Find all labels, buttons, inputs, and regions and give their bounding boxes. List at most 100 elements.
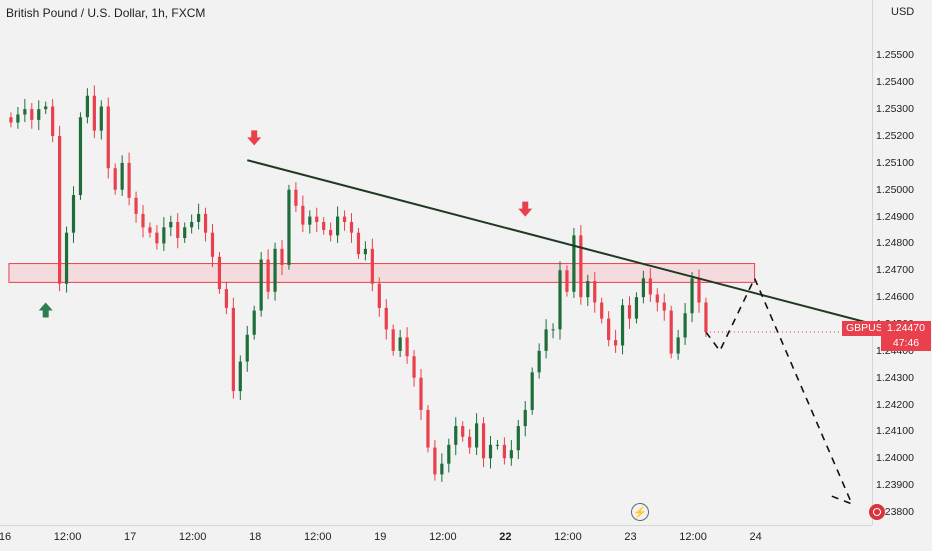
candle-body bbox=[704, 302, 708, 333]
price-tick-label: 1.24000 bbox=[876, 452, 914, 465]
price-tick-label: 1.24800 bbox=[876, 237, 914, 250]
time-tick-label: 12:00 bbox=[178, 531, 207, 543]
candle-body bbox=[92, 95, 96, 131]
candle-body bbox=[433, 447, 437, 475]
candle-body bbox=[64, 232, 69, 284]
candle-body bbox=[16, 114, 20, 123]
candle-body bbox=[141, 213, 145, 228]
candle-body bbox=[384, 307, 388, 330]
candle-body bbox=[614, 340, 618, 346]
candle-body bbox=[419, 377, 423, 410]
last-price-box: 1.24470 47:46 bbox=[881, 321, 931, 351]
candle-body bbox=[641, 278, 645, 298]
candle-body bbox=[544, 329, 548, 351]
candle-body bbox=[634, 297, 639, 319]
candle-body bbox=[280, 248, 284, 265]
candle-body bbox=[509, 450, 513, 459]
candle-body bbox=[676, 337, 680, 354]
arrow-down-icon bbox=[518, 201, 533, 217]
candle-body bbox=[231, 307, 235, 392]
time-axis[interactable] bbox=[0, 525, 872, 551]
candle-body bbox=[51, 106, 55, 136]
candle-body bbox=[162, 227, 166, 244]
price-chart[interactable] bbox=[0, 0, 872, 525]
price-tick-label: 1.25100 bbox=[876, 156, 914, 169]
time-tick-label: 19 bbox=[374, 531, 387, 543]
time-tick-label: 18 bbox=[249, 531, 262, 543]
candle-body bbox=[405, 337, 409, 357]
candle-body bbox=[426, 409, 430, 448]
candle-body bbox=[356, 232, 361, 255]
candle-body bbox=[565, 270, 569, 292]
candle-body bbox=[252, 310, 256, 335]
candle-body bbox=[30, 109, 34, 120]
time-tick-label: 12:00 bbox=[429, 531, 457, 543]
candle-body bbox=[224, 289, 228, 308]
candle-body bbox=[655, 294, 659, 303]
candle-body bbox=[210, 232, 215, 257]
candle-body bbox=[9, 117, 13, 123]
price-tick-label: 1.25300 bbox=[876, 103, 914, 116]
arrow-down-icon bbox=[247, 130, 262, 146]
candle-body bbox=[148, 227, 152, 233]
candle-body bbox=[71, 195, 76, 233]
candle-body bbox=[169, 221, 173, 228]
candle-body bbox=[85, 95, 89, 118]
lightning-icon[interactable]: ⚡ bbox=[631, 503, 649, 521]
price-tick-label: 1.25500 bbox=[876, 49, 914, 62]
candle-body bbox=[217, 256, 222, 290]
price-tick-label: 1.25400 bbox=[876, 76, 914, 89]
candle-body bbox=[203, 213, 208, 233]
candle-body bbox=[113, 168, 117, 190]
candle-body bbox=[294, 189, 298, 206]
time-tick-label: 23 bbox=[624, 531, 637, 543]
last-price-value: 1.24470 bbox=[887, 322, 925, 334]
candle-body bbox=[468, 436, 472, 448]
candle-body bbox=[627, 305, 632, 319]
price-axis[interactable] bbox=[872, 0, 932, 525]
time-tick-label: 12:00 bbox=[303, 531, 332, 543]
price-tick-label: 1.24200 bbox=[876, 398, 914, 411]
candle-body bbox=[648, 278, 652, 295]
candle-body bbox=[58, 136, 62, 284]
candle-body bbox=[461, 426, 465, 437]
candle-body bbox=[475, 423, 479, 448]
candle-body bbox=[697, 278, 701, 303]
candle-body bbox=[308, 216, 312, 225]
price-tick-label: 1.24700 bbox=[876, 264, 914, 277]
price-tick-label: 1.25200 bbox=[876, 130, 914, 142]
candle-body bbox=[322, 221, 326, 230]
candle-body bbox=[342, 216, 347, 222]
candle-body bbox=[398, 337, 402, 351]
candle-body bbox=[120, 162, 124, 190]
candle-body bbox=[620, 305, 625, 346]
candle-body bbox=[301, 205, 305, 225]
candle-body bbox=[183, 227, 187, 239]
candle-body bbox=[349, 221, 354, 233]
candle-body bbox=[44, 106, 48, 110]
candle-body bbox=[537, 350, 541, 373]
time-tick-label: 17 bbox=[123, 531, 137, 543]
candle-body bbox=[572, 235, 576, 292]
candle-body bbox=[662, 302, 666, 311]
candle-body bbox=[287, 189, 291, 265]
candle-body bbox=[238, 361, 242, 392]
candle-body bbox=[523, 409, 527, 427]
trendline bbox=[246, 159, 872, 325]
candle-body bbox=[197, 213, 201, 222]
price-tick-label: 1.24600 bbox=[876, 291, 914, 304]
candle-body bbox=[23, 109, 27, 115]
candle-body bbox=[245, 334, 249, 362]
candle-body bbox=[329, 230, 333, 236]
price-tick-label: 1.24100 bbox=[876, 425, 914, 438]
arrow-up-icon bbox=[38, 302, 53, 318]
candle-body bbox=[78, 117, 83, 196]
alert-icon[interactable] bbox=[869, 504, 885, 520]
candle-body bbox=[259, 259, 263, 311]
candle-body bbox=[454, 426, 458, 445]
candle-body bbox=[683, 313, 687, 338]
bar-countdown: 47:46 bbox=[892, 337, 920, 349]
candle-body bbox=[370, 248, 374, 284]
time-tick-label: 22 bbox=[499, 531, 512, 543]
